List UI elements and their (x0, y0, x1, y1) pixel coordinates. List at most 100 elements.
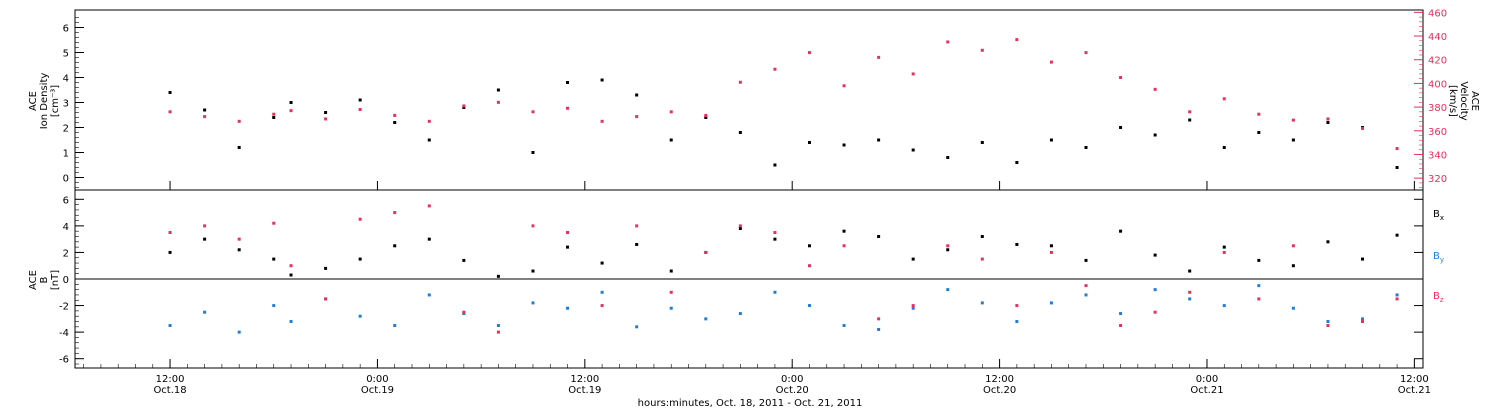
x-tick-date-label: Oct.19 (568, 385, 601, 396)
top-right-ytick-label: 400 (1428, 79, 1447, 90)
data-point-0-0 (842, 143, 846, 147)
data-point-0-0 (738, 131, 742, 134)
top-left-ylabel: ACE Ion Density [cm⁻³] (28, 73, 61, 130)
top-left-ytick-label: 1 (63, 149, 69, 160)
data-point-0-0 (877, 138, 881, 142)
data-point-1-2 (946, 244, 950, 248)
data-point-1-0 (738, 227, 742, 231)
data-point-1-0 (911, 257, 915, 261)
data-point-0-1 (1153, 87, 1157, 91)
data-point-0-0 (1049, 138, 1053, 142)
data-point-0-0 (1326, 121, 1330, 124)
data-point-1-0 (807, 244, 811, 248)
data-point-1-2 (807, 264, 811, 268)
bottom-ytick-label: 4 (63, 222, 69, 233)
data-point-1-2 (1188, 290, 1192, 294)
data-point-1-1 (807, 304, 811, 308)
top-right-ytick-label: 380 (1428, 103, 1447, 114)
data-point-1-2 (1326, 323, 1330, 327)
x-tick-date-label: Oct.21 (1398, 385, 1431, 396)
data-point-1-0 (1049, 244, 1053, 248)
data-point-1-2 (1015, 304, 1019, 308)
bottom-ytick-label: -4 (59, 328, 69, 339)
data-point-1-0 (635, 242, 639, 246)
data-point-0-1 (773, 67, 777, 71)
top-right-ytick-label: 420 (1428, 56, 1447, 67)
data-point-0-0 (946, 156, 950, 159)
data-point-1-0 (946, 248, 950, 252)
data-point-1-2 (203, 224, 207, 228)
data-point-0-0 (600, 78, 604, 82)
data-point-0-1 (462, 104, 466, 108)
top-left-ylabel-line2: Ion Density (39, 73, 50, 130)
data-point-1-1 (272, 304, 276, 308)
data-point-1-2 (1049, 250, 1053, 254)
data-point-1-2 (1119, 323, 1123, 327)
data-point-0-1 (358, 107, 362, 111)
data-point-0-0 (496, 88, 500, 92)
data-point-1-0 (1084, 258, 1088, 262)
data-point-0-1 (168, 110, 172, 114)
data-point-0-1 (669, 110, 673, 114)
data-point-1-1 (168, 323, 172, 327)
data-point-0-1 (1188, 110, 1192, 114)
data-point-1-1 (1084, 293, 1088, 297)
data-point-1-1 (946, 288, 950, 292)
data-point-1-2 (324, 297, 328, 301)
data-point-1-1 (1361, 317, 1365, 321)
data-point-0-1 (289, 109, 293, 113)
top-right-ytick-label: 340 (1428, 150, 1447, 161)
top-right-ytick-label: 460 (1428, 8, 1447, 19)
data-point-1-0 (358, 257, 362, 261)
data-point-0-0 (635, 93, 639, 97)
x-tick-time-label: 12:00 (1400, 374, 1429, 385)
data-point-0-1 (1395, 147, 1399, 151)
data-point-1-1 (427, 293, 431, 297)
data-point-0-1 (980, 48, 984, 52)
data-point-0-1 (738, 80, 742, 84)
top-left-ytick-label: 5 (63, 49, 69, 60)
data-point-1-2 (1257, 297, 1261, 301)
data-point-1-1 (635, 325, 639, 329)
data-point-1-2 (427, 204, 431, 208)
data-point-1-1 (531, 301, 535, 305)
data-point-0-0 (1188, 118, 1192, 122)
data-point-0-1 (1015, 38, 1019, 42)
data-point-0-0 (462, 106, 466, 109)
top-left-ylabel-line3: [cm⁻³] (50, 85, 61, 117)
data-point-1-0 (531, 269, 535, 273)
bottom-ytick-label: -2 (59, 302, 69, 313)
data-point-0-1 (1257, 112, 1261, 116)
data-point-0-0 (1119, 126, 1123, 129)
data-point-1-1 (738, 312, 742, 316)
data-point-1-2 (635, 224, 639, 228)
top-right-ylabel-line2: Velocity (1458, 81, 1469, 120)
bottom-ylabel-line1: ACE (28, 270, 39, 290)
top-right-ylabel-line3: [km/s] (1447, 85, 1458, 117)
data-point-1-2 (1361, 320, 1365, 324)
data-point-1-0 (1153, 253, 1157, 257)
data-point-0-0 (358, 98, 362, 102)
data-point-0-1 (1119, 76, 1123, 79)
data-point-0-1 (1361, 126, 1365, 130)
x-tick-time-label: 12:00 (985, 374, 1014, 385)
data-point-1-0 (272, 257, 276, 261)
data-point-0-1 (635, 115, 639, 119)
data-point-1-0 (462, 258, 466, 262)
data-point-1-1 (1015, 320, 1019, 324)
data-point-1-2 (462, 310, 466, 314)
data-point-1-0 (842, 229, 846, 233)
data-point-1-0 (1361, 257, 1365, 261)
top-right-ytick-label: 320 (1428, 174, 1447, 185)
top-right-ylabel: ACE Velocity [km/s] (1447, 81, 1480, 120)
x-tick-date-label: Oct.19 (361, 385, 394, 396)
data-point-1-2 (773, 231, 777, 235)
data-point-0-0 (289, 101, 293, 104)
data-point-0-1 (393, 113, 397, 117)
bfield-legend: Bx By Bz (1433, 209, 1444, 304)
data-point-1-1 (1257, 284, 1261, 288)
data-point-1-0 (289, 273, 293, 277)
x-tick-date-label: Oct.18 (153, 385, 186, 396)
data-point-1-2 (531, 224, 535, 228)
data-point-1-2 (1084, 284, 1088, 288)
